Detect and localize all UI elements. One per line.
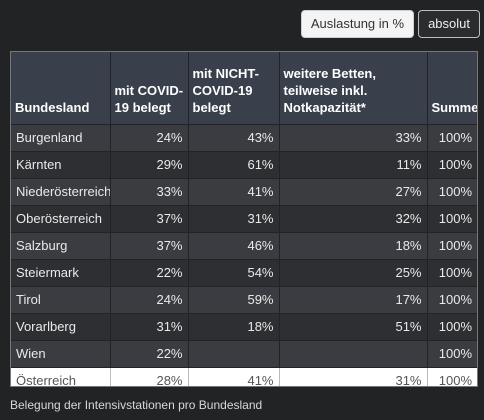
absolute-view-button[interactable]: absolut (418, 10, 480, 38)
cell-summe: 100% (427, 178, 477, 206)
table-row: Oberösterreich 37% 31% 32% 100% (11, 205, 477, 233)
cell-weitere (279, 340, 428, 368)
cell-weitere: 32% (279, 205, 428, 233)
table-row: Burgenland 24% 43% 33% 100% (11, 124, 477, 152)
header-weitere-betten: weitere Betten, teilweise inkl. Notkapaz… (279, 52, 428, 125)
cell-non-covid (188, 340, 280, 368)
cell-bundesland: Steiermark (11, 259, 111, 287)
cell-bundesland: Niederösterreich (11, 178, 111, 206)
percent-view-button[interactable]: Auslastung in % (300, 10, 415, 38)
cell-summe: 100% (427, 313, 477, 341)
cell-weitere: 11% (279, 151, 428, 179)
cell-covid: 22% (110, 340, 189, 368)
cell-non-covid: 31% (188, 205, 280, 233)
cell-non-covid: 61% (188, 151, 280, 179)
cell-covid: 24% (110, 124, 189, 152)
total-bundesland: Österreich (11, 367, 111, 386)
table-header-row: Bundesland mit COVID-19 belegt mit NICHT… (11, 52, 477, 125)
total-covid: 28% (110, 367, 189, 386)
cell-bundesland: Vorarlberg (11, 313, 111, 341)
cell-summe: 100% (427, 286, 477, 314)
header-covid: mit COVID-19 belegt (110, 52, 189, 125)
table-row: Vorarlberg 31% 18% 51% 100% (11, 313, 477, 341)
cell-bundesland: Wien (11, 340, 111, 368)
view-toggle: Auslastung in % absolut (300, 10, 480, 38)
cell-summe: 100% (427, 232, 477, 260)
cell-covid: 33% (110, 178, 189, 206)
cell-non-covid: 59% (188, 286, 280, 314)
cell-covid: 37% (110, 205, 189, 233)
table-row: Kärnten 29% 61% 11% 100% (11, 151, 477, 179)
header-summe: Summe (427, 52, 477, 125)
total-non-covid: 41% (188, 367, 280, 386)
cell-weitere: 27% (279, 178, 428, 206)
cell-summe: 100% (427, 259, 477, 287)
cell-summe: 100% (427, 205, 477, 233)
cell-non-covid: 54% (188, 259, 280, 287)
cell-bundesland: Kärnten (11, 151, 111, 179)
cell-non-covid: 18% (188, 313, 280, 341)
icu-occupancy-table: Bundesland mit COVID-19 belegt mit NICHT… (11, 52, 477, 386)
total-summe: 100% (427, 367, 477, 386)
cell-non-covid: 46% (188, 232, 280, 260)
cell-bundesland: Oberösterreich (11, 205, 111, 233)
cell-summe: 100% (427, 340, 477, 368)
header-bundesland: Bundesland (11, 52, 111, 125)
table-row: Steiermark 22% 54% 25% 100% (11, 259, 477, 287)
cell-weitere: 18% (279, 232, 428, 260)
cell-covid: 31% (110, 313, 189, 341)
table-row: Wien 22% 100% (11, 340, 477, 368)
cell-weitere: 33% (279, 124, 428, 152)
cell-weitere: 25% (279, 259, 428, 287)
cell-summe: 100% (427, 151, 477, 179)
cell-covid: 24% (110, 286, 189, 314)
cell-summe: 100% (427, 124, 477, 152)
table-row: Niederösterreich 33% 41% 27% 100% (11, 178, 477, 206)
cell-covid: 22% (110, 259, 189, 287)
cell-non-covid: 43% (188, 124, 280, 152)
table-total-row: Österreich 28% 41% 31% 100% (11, 367, 477, 386)
cell-covid: 29% (110, 151, 189, 179)
cell-covid: 37% (110, 232, 189, 260)
cell-bundesland: Salzburg (11, 232, 111, 260)
table-row: Salzburg 37% 46% 18% 100% (11, 232, 477, 260)
table-caption: Belegung der Intensivstationen pro Bunde… (10, 398, 263, 412)
icu-table-frame: Bundesland mit COVID-19 belegt mit NICHT… (10, 51, 478, 387)
cell-weitere: 51% (279, 313, 428, 341)
header-non-covid: mit NICHT-COVID-19 belegt (188, 52, 280, 125)
cell-bundesland: Burgenland (11, 124, 111, 152)
cell-weitere: 17% (279, 286, 428, 314)
table-row: Tirol 24% 59% 17% 100% (11, 286, 477, 314)
cell-bundesland: Tirol (11, 286, 111, 314)
cell-non-covid: 41% (188, 178, 280, 206)
total-weitere: 31% (279, 367, 428, 386)
